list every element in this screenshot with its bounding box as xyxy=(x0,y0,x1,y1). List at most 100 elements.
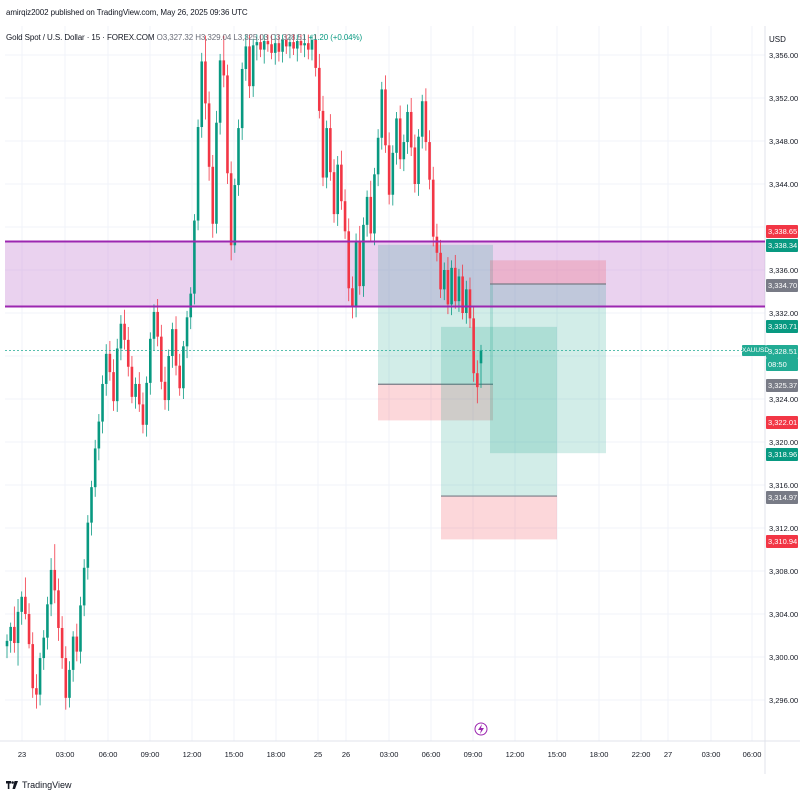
candle[interactable] xyxy=(141,392,145,434)
candle[interactable] xyxy=(68,661,71,708)
candle[interactable] xyxy=(93,439,97,497)
long-position-tool[interactable] xyxy=(441,326,557,540)
candle[interactable] xyxy=(369,180,373,243)
candle[interactable] xyxy=(137,372,141,412)
candle[interactable] xyxy=(46,596,49,650)
candle[interactable] xyxy=(20,591,23,625)
candle[interactable] xyxy=(431,166,435,247)
candle[interactable] xyxy=(476,360,479,404)
candle[interactable] xyxy=(185,310,189,359)
candle[interactable] xyxy=(303,34,306,58)
candle[interactable] xyxy=(277,34,281,62)
candle[interactable] xyxy=(310,34,314,61)
candle[interactable] xyxy=(468,277,472,329)
candle[interactable] xyxy=(204,35,207,120)
candle[interactable] xyxy=(420,94,424,149)
stop-loss-zone[interactable] xyxy=(490,260,606,284)
candle[interactable] xyxy=(384,75,387,153)
candle[interactable] xyxy=(149,332,152,395)
candle[interactable] xyxy=(9,622,12,653)
candle[interactable] xyxy=(60,616,64,669)
candle[interactable] xyxy=(314,34,317,77)
candle[interactable] xyxy=(178,353,181,396)
candle[interactable] xyxy=(387,132,391,205)
candle[interactable] xyxy=(24,577,27,620)
tradingview-logo[interactable]: TradingView xyxy=(6,780,72,790)
candle[interactable] xyxy=(130,356,134,404)
candle[interactable] xyxy=(281,34,284,63)
candle[interactable] xyxy=(207,91,211,181)
candle[interactable] xyxy=(417,129,420,196)
candle[interactable] xyxy=(465,280,468,324)
candle[interactable] xyxy=(42,630,46,670)
candle[interactable] xyxy=(248,34,251,98)
candle[interactable] xyxy=(101,375,104,434)
candle[interactable] xyxy=(35,674,38,709)
candle[interactable] xyxy=(229,161,233,261)
candle[interactable] xyxy=(211,154,215,238)
candle[interactable] xyxy=(86,515,90,580)
candle[interactable] xyxy=(160,324,163,390)
candle[interactable] xyxy=(273,34,277,65)
candle[interactable] xyxy=(193,214,196,305)
candle[interactable] xyxy=(218,53,222,135)
resistance-zone[interactable] xyxy=(5,241,765,307)
candle[interactable] xyxy=(16,598,20,666)
candle[interactable] xyxy=(115,338,119,412)
candle[interactable] xyxy=(123,309,126,350)
candle[interactable] xyxy=(13,606,16,653)
candle[interactable] xyxy=(222,35,226,88)
candle[interactable] xyxy=(182,340,185,399)
candle[interactable] xyxy=(340,150,343,210)
candle[interactable] xyxy=(402,134,406,172)
candle[interactable] xyxy=(174,316,178,376)
candle[interactable] xyxy=(318,53,321,119)
candle[interactable] xyxy=(259,34,262,58)
candle[interactable] xyxy=(380,81,384,150)
candle[interactable] xyxy=(27,603,31,649)
candle[interactable] xyxy=(347,218,351,302)
candle[interactable] xyxy=(376,129,380,187)
candle[interactable] xyxy=(284,34,288,54)
candle[interactable] xyxy=(215,110,218,234)
candle[interactable] xyxy=(64,646,68,710)
candle[interactable] xyxy=(295,34,299,62)
candle[interactable] xyxy=(233,178,237,253)
candle[interactable] xyxy=(237,119,240,196)
candle[interactable] xyxy=(351,276,354,319)
candle[interactable] xyxy=(329,114,332,181)
candle[interactable] xyxy=(163,366,167,410)
currency-label[interactable]: USD xyxy=(769,35,786,44)
short-position-tool[interactable] xyxy=(490,260,606,454)
candle[interactable] xyxy=(255,34,259,61)
symbol-legend[interactable]: Gold Spot / U.S. Dollar · 15 · FOREX.COM… xyxy=(6,33,362,42)
candle[interactable] xyxy=(343,189,347,239)
candle[interactable] xyxy=(299,34,303,53)
candle[interactable] xyxy=(332,159,336,223)
candle[interactable] xyxy=(5,634,9,659)
candle[interactable] xyxy=(365,190,369,237)
candle[interactable] xyxy=(226,64,229,184)
candle[interactable] xyxy=(71,631,75,682)
candle[interactable] xyxy=(134,377,137,409)
candle[interactable] xyxy=(409,98,413,157)
candle[interactable] xyxy=(457,268,461,312)
candle[interactable] xyxy=(57,578,60,641)
candle[interactable] xyxy=(321,95,325,187)
candle[interactable] xyxy=(472,306,475,382)
candle[interactable] xyxy=(270,34,273,60)
candle[interactable] xyxy=(196,119,200,231)
candle[interactable] xyxy=(288,34,292,59)
candle[interactable] xyxy=(266,34,270,52)
candle[interactable] xyxy=(373,167,376,246)
candle[interactable] xyxy=(362,217,365,297)
candle[interactable] xyxy=(167,349,170,411)
candle[interactable] xyxy=(90,480,93,536)
candle[interactable] xyxy=(31,632,35,698)
candle[interactable] xyxy=(442,262,446,301)
candle[interactable] xyxy=(119,315,123,361)
candle[interactable] xyxy=(292,34,295,55)
candle[interactable] xyxy=(479,344,483,388)
candle[interactable] xyxy=(104,344,108,396)
